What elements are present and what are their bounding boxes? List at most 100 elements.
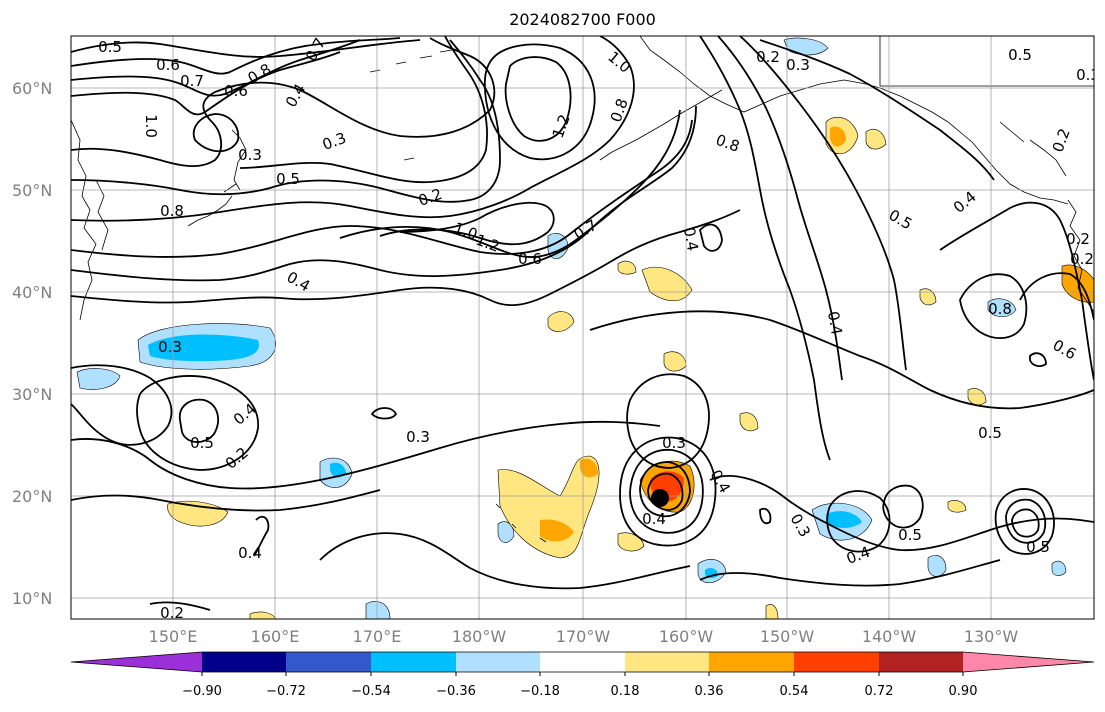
lon-label: 170°E xyxy=(353,627,402,646)
lat-label: 30°N xyxy=(12,385,52,404)
colorbar-segment xyxy=(963,652,1094,672)
contour-label: 0.3 xyxy=(406,428,430,446)
contour-line xyxy=(826,490,891,553)
alaska-coast xyxy=(639,36,1069,205)
colorbar-segment xyxy=(879,652,963,672)
latitude-labels: 60°N 50°N 40°N 30°N 20°N 10°N xyxy=(12,79,52,608)
colorbar-segment xyxy=(371,652,456,672)
contour-label: 0.3 xyxy=(1076,66,1100,84)
longitude-labels: 150°E 160°E 170°E 180°W 170°W 160°W 150°… xyxy=(149,627,1019,646)
colorbar-tick-label: 0.36 xyxy=(695,684,724,699)
colorbar-segment xyxy=(625,652,709,672)
colorbar-segment xyxy=(540,652,625,672)
contour-line xyxy=(178,398,219,443)
contour-line xyxy=(699,36,831,461)
contour-line xyxy=(71,489,381,512)
contour-line xyxy=(699,223,723,252)
pos-shade xyxy=(765,604,779,619)
contour-line xyxy=(619,436,717,547)
contour-label: 0.5 xyxy=(1026,538,1050,556)
aleutian-islands xyxy=(369,49,723,161)
contour-line xyxy=(319,532,691,590)
contour-label: 0.6 xyxy=(224,82,248,100)
colorbar-tick-label: −0.18 xyxy=(520,684,560,699)
contour-line xyxy=(370,407,398,420)
colorbar-segment xyxy=(709,652,794,672)
plot-frame xyxy=(70,35,1095,620)
pos-shade xyxy=(865,129,887,150)
lon-label: 170°W xyxy=(556,627,611,646)
alaska-border xyxy=(879,36,1094,87)
contour-line xyxy=(71,119,693,258)
contour-line xyxy=(71,364,173,446)
contour-line xyxy=(339,109,681,258)
contour-line xyxy=(504,56,572,142)
colorbar-tick-label: 0.18 xyxy=(611,684,640,699)
contour-line xyxy=(71,37,496,167)
contour-line xyxy=(1005,498,1047,544)
contour-label: 1.0 xyxy=(142,114,160,138)
lat-label: 40°N xyxy=(12,283,52,302)
contour-label: 0.4 xyxy=(680,226,702,253)
contour-line xyxy=(709,475,1094,552)
contour-line xyxy=(639,461,691,518)
colorbar xyxy=(70,651,1095,676)
contour-line xyxy=(379,201,555,246)
contour-label: 0.5 xyxy=(978,424,1002,442)
neg-shade xyxy=(826,511,862,528)
contour-label: 0.3 xyxy=(786,56,810,74)
contour-line xyxy=(717,36,843,381)
lon-label: 150°W xyxy=(760,627,815,646)
contour-line xyxy=(71,39,421,58)
contour-label: 0.4 xyxy=(824,310,846,337)
pos-shade-core xyxy=(830,126,846,147)
contour-label: 0.2 xyxy=(1066,230,1090,248)
contour-line xyxy=(253,515,270,557)
pos-shade xyxy=(947,500,967,513)
contour-line xyxy=(483,43,596,161)
pos-shade xyxy=(249,611,277,619)
contour-line xyxy=(71,36,635,222)
coastlines xyxy=(71,36,1094,543)
colorbar-segment xyxy=(202,652,286,672)
contour-line xyxy=(71,420,661,490)
pos-shade-core xyxy=(540,519,574,542)
pos-shade-core xyxy=(580,458,598,478)
colorbar-segment xyxy=(71,652,202,672)
pos-shade xyxy=(617,260,637,275)
contour-line xyxy=(71,37,401,75)
contour-label: 0.2 xyxy=(160,604,184,622)
contour-line xyxy=(192,113,240,153)
contour-label: 0.5 xyxy=(1008,46,1032,64)
lon-label: 180°W xyxy=(452,627,507,646)
neg-shade xyxy=(365,601,391,619)
contour-label: 0.4 xyxy=(238,544,262,562)
lon-label: 160°W xyxy=(659,627,714,646)
contour-label: 0.5 xyxy=(276,170,300,188)
contour-line xyxy=(239,36,488,184)
neg-shade-core xyxy=(148,334,259,362)
contour-line xyxy=(759,507,772,525)
neg-shade xyxy=(76,368,121,390)
contour-label: 0.3 xyxy=(158,338,182,356)
contour-label: 0.8 xyxy=(988,300,1012,318)
lon-label: 150°E xyxy=(149,627,198,646)
contour-line xyxy=(959,273,1028,339)
lat-label: 10°N xyxy=(12,589,52,608)
colorbar-tick-label: −0.72 xyxy=(266,684,306,699)
contour-line xyxy=(759,39,995,181)
contour-line xyxy=(136,375,259,471)
neg-shade xyxy=(1051,560,1067,576)
bc-islands xyxy=(999,121,1067,177)
neg-shade xyxy=(330,462,346,478)
lon-label: 140°W xyxy=(862,627,917,646)
contour-label: 0.3 xyxy=(238,146,262,164)
contour-line xyxy=(589,310,1094,410)
contour-line xyxy=(149,601,211,611)
storm-center-marker xyxy=(651,489,669,507)
contour-label: 0.5 xyxy=(898,526,922,544)
neg-shade xyxy=(987,298,1017,318)
lon-label: 160°E xyxy=(251,627,300,646)
lat-label: 50°N xyxy=(12,181,52,200)
contour-label: 0.5 xyxy=(98,38,122,56)
